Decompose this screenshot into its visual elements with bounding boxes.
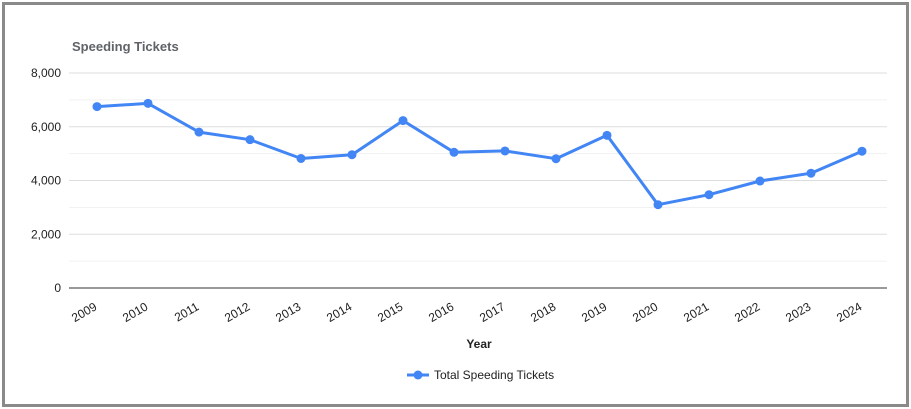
data-point-2017[interactable]	[500, 146, 510, 156]
y-tick-label: 8,000	[31, 66, 61, 80]
x-tick-label: 2014	[324, 299, 354, 325]
x-tick-label: 2018	[528, 299, 558, 325]
data-point-2024[interactable]	[857, 146, 867, 156]
x-tick-label: 2017	[477, 299, 507, 325]
x-tick-label: 2011	[172, 299, 202, 324]
data-point-2012[interactable]	[245, 135, 255, 145]
data-point-2018[interactable]	[551, 154, 561, 164]
x-tick-label: 2019	[579, 299, 609, 325]
line-chart: Speeding Tickets 0 2,000 4,000 6,000 8,000 2…	[31, 39, 887, 382]
y-tick-label: 4,000	[31, 174, 61, 188]
data-point-2016[interactable]	[449, 147, 459, 157]
x-tick-label: 2009	[69, 299, 99, 325]
data-point-2022[interactable]	[755, 176, 765, 186]
x-tick-label: 2021	[681, 299, 711, 325]
x-tick-label: 2020	[630, 299, 660, 325]
data-point-2021[interactable]	[704, 190, 714, 200]
x-axis-title: Year	[466, 337, 492, 351]
y-tick-label: 0	[54, 281, 61, 295]
x-tick-label: 2023	[783, 299, 813, 325]
chart-title: Speeding Tickets	[72, 39, 179, 54]
data-point-2015[interactable]	[398, 116, 408, 126]
series-line-total-speeding-tickets	[95, 101, 864, 207]
y-tick-label: 6,000	[31, 120, 61, 134]
data-point-2019[interactable]	[602, 130, 612, 140]
data-point-2009[interactable]	[92, 102, 102, 112]
data-point-2011[interactable]	[194, 127, 204, 137]
x-tick-label: 2012	[222, 299, 252, 325]
x-tick-label: 2022	[732, 299, 762, 325]
data-point-2014[interactable]	[347, 150, 357, 160]
x-axis-ticks: 2009 2010 2011 2012 2013 2014 2015 2016 2017 2018…	[69, 299, 864, 325]
x-tick-label: 2024	[834, 299, 864, 325]
legend[interactable]: Total Speeding Tickets	[407, 368, 554, 382]
data-point-2020[interactable]	[653, 200, 663, 210]
data-point-2013[interactable]	[296, 153, 306, 163]
x-tick-label: 2015	[375, 299, 405, 325]
legend-marker-icon	[413, 370, 423, 380]
legend-label: Total Speeding Tickets	[434, 368, 554, 382]
y-axis-ticks: 0 2,000 4,000 6,000 8,000	[31, 66, 61, 295]
series-points	[92, 98, 867, 210]
x-tick-label: 2010	[120, 299, 150, 325]
gridlines	[69, 72, 887, 289]
data-point-2010[interactable]	[143, 98, 153, 108]
x-tick-label: 2013	[273, 299, 303, 325]
data-point-2023[interactable]	[806, 168, 816, 178]
x-tick-label: 2016	[426, 299, 456, 325]
y-tick-label: 2,000	[31, 227, 61, 241]
